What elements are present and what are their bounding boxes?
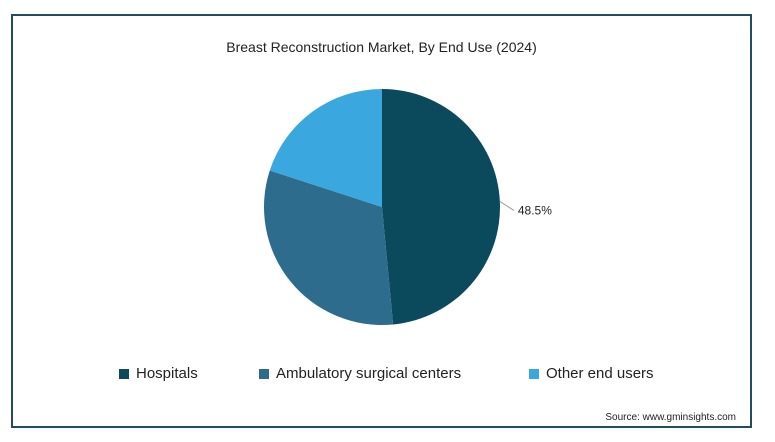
- pie-slice-2: [269, 89, 382, 207]
- legend-item-ambulatory: Ambulatory surgical centers: [259, 365, 461, 382]
- data-label-0: 48.5%: [518, 203, 552, 217]
- pie-slice-1: [264, 170, 394, 326]
- legend-swatch-other: [529, 368, 539, 379]
- legend: Hospitals Ambulatory surgical centers Ot…: [13, 365, 750, 387]
- legend-swatch-ambulatory: [259, 368, 269, 379]
- source-note: Source: www.gminsights.com: [605, 412, 736, 423]
- data-label-leader-0: [499, 201, 515, 211]
- legend-item-other: Other end users: [529, 365, 654, 382]
- legend-label-other: Other end users: [546, 365, 654, 382]
- chart-title: Breast Reconstruction Market, By End Use…: [226, 39, 537, 55]
- legend-label-ambulatory: Ambulatory surgical centers: [276, 365, 462, 382]
- legend-label-hospitals: Hospitals: [136, 365, 198, 382]
- legend-item-hospitals: Hospitals: [119, 365, 198, 382]
- pie-slice-0: [382, 89, 501, 325]
- chart-frame: Breast Reconstruction Market, By End Use…: [11, 14, 752, 428]
- legend-swatch-hospitals: [119, 368, 129, 379]
- pie-chart: 48.5%: [264, 89, 552, 326]
